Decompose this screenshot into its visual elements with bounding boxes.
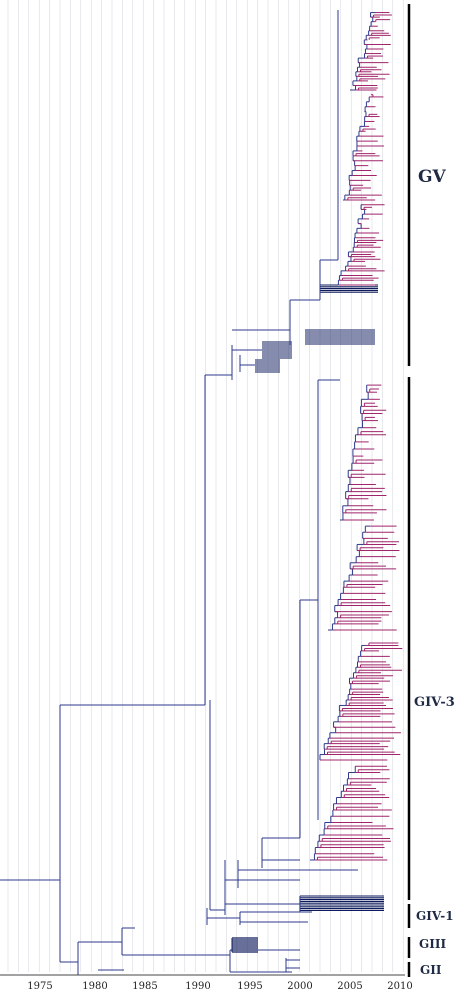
- tick-label-1985: 1985: [132, 981, 157, 992]
- tick-label-2010: 2010: [387, 981, 412, 992]
- tree-branches: [0, 10, 403, 976]
- tick-label-1980: 1980: [82, 981, 107, 992]
- clade-label-giv3: GIV-3: [414, 695, 455, 710]
- tick-label-1995: 1995: [237, 981, 262, 992]
- tick-label-1975: 1975: [27, 981, 52, 992]
- clade-labels: GV GIV-3 GIV-1 GIII GII: [414, 167, 455, 977]
- tick-label-2005: 2005: [337, 981, 362, 992]
- clade-label-gv: GV: [418, 167, 447, 187]
- clade-label-giv1: GIV-1: [416, 909, 454, 923]
- tick-label-1990: 1990: [185, 981, 210, 992]
- time-gridlines: [7, 0, 404, 972]
- clade-label-giii: GIII: [419, 937, 446, 951]
- time-axis: 1975 1980 1985 1990 1995 2000 2005 2010: [0, 974, 413, 992]
- tick-label-2000: 2000: [287, 981, 312, 992]
- clade-label-gii: GII: [420, 963, 442, 977]
